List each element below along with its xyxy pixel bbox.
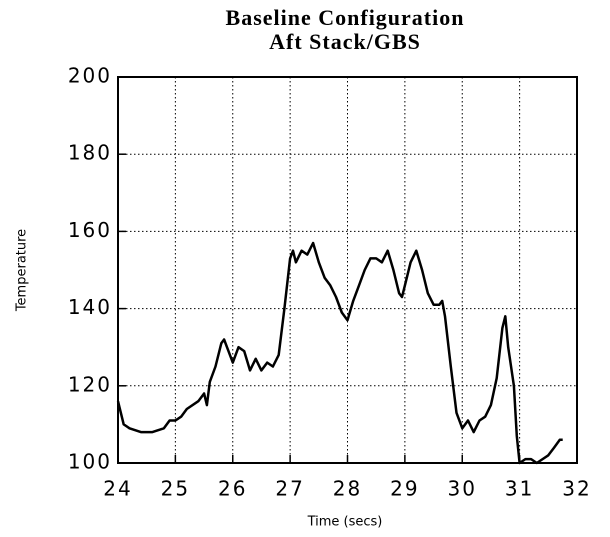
x-tick-label: 32 xyxy=(562,477,591,501)
y-tick-label: 160 xyxy=(68,218,112,242)
y-tick-label: 100 xyxy=(68,450,112,474)
y-axis-label: Temperature xyxy=(15,229,30,312)
x-tick-label: 29 xyxy=(390,477,419,501)
x-tick-label: 27 xyxy=(275,477,304,501)
x-tick-label: 25 xyxy=(161,477,190,501)
x-tick-label: 26 xyxy=(218,477,247,501)
x-tick-label: 31 xyxy=(505,477,534,501)
plot-frame xyxy=(117,76,578,464)
chart-subtitle: Aft Stack/GBS xyxy=(269,29,421,54)
y-tick-label: 200 xyxy=(68,64,112,88)
x-tick-label: 28 xyxy=(333,477,362,501)
y-tick-label: 140 xyxy=(68,295,112,319)
x-tick-label: 24 xyxy=(103,477,132,501)
y-tick-label: 120 xyxy=(68,372,112,396)
x-tick-label: 30 xyxy=(448,477,477,501)
y-tick-label: 180 xyxy=(68,141,112,165)
chart-title: Baseline Configuration xyxy=(226,5,465,30)
data-line xyxy=(116,241,563,465)
x-axis-label: Time (secs) xyxy=(307,515,383,530)
